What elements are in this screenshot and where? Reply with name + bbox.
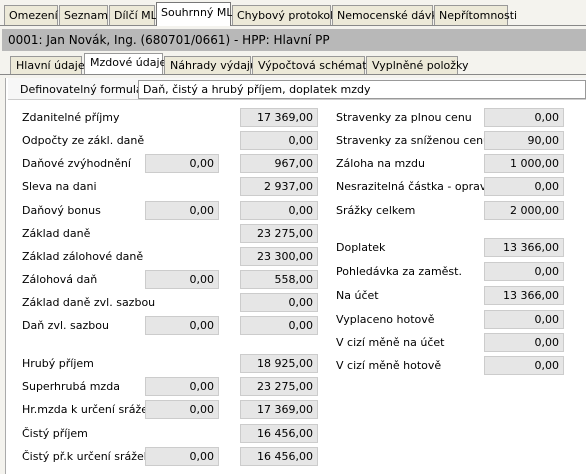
subtab[interactable]: Mzdové údaje: [84, 53, 166, 74]
tab[interactable]: Nepřítomnosti: [434, 5, 517, 25]
value-field: 17 369,00: [240, 108, 318, 127]
value-field: 13 366,00: [484, 238, 564, 257]
field-label: Čistý příjem: [22, 427, 88, 440]
value-field: 0,00: [484, 177, 564, 196]
tab[interactable]: Omezení: [4, 5, 58, 25]
subtab[interactable]: Náhrady výdajů: [164, 56, 257, 74]
tab[interactable]: Nemocenské dávky: [332, 5, 444, 25]
field-label: Daň zvl. sazbou: [22, 319, 109, 332]
field-label: Základ daně zvl. sazbou: [22, 296, 156, 309]
field-label: Základ daně: [22, 227, 91, 240]
value-field: 0,00: [145, 377, 219, 396]
field-label: V cizí měně na účet: [336, 336, 445, 349]
value-field: 0,00: [484, 333, 564, 352]
value-field: 23 300,00: [240, 247, 318, 266]
value-field: 0,00: [484, 108, 564, 127]
value-field: 1 000,00: [484, 154, 564, 173]
header-bar: 0001: Jan Novák, Ing. (680701/0661) - HP…: [2, 29, 586, 51]
field-label: Odpočty ze zákl. daně: [22, 134, 145, 147]
field-label: Doplatek: [336, 241, 386, 254]
value-field: 18 925,00: [240, 354, 318, 373]
subtab[interactable]: Výpočtová schémata: [252, 56, 373, 74]
value-field: 23 275,00: [240, 224, 318, 243]
field-label: Hr.mzda k určení srážek: [22, 403, 155, 416]
value-field: 0,00: [145, 316, 219, 335]
value-field: 90,00: [484, 131, 564, 150]
value-field: 17 369,00: [240, 400, 318, 419]
value-field: 0,00: [240, 293, 318, 312]
value-field: 0,00: [484, 262, 564, 281]
value-field: 0,00: [145, 154, 219, 173]
value-field: 16 456,00: [240, 424, 318, 443]
subtab-line: [0, 74, 586, 75]
value-field: 16 456,00: [240, 447, 318, 466]
value-field: 0,00: [240, 316, 318, 335]
value-field: 0,00: [145, 201, 219, 220]
field-label: Pohledávka za zaměst.: [336, 265, 462, 278]
field-label: Sleva na dani: [22, 180, 97, 193]
value-field: 0,00: [484, 356, 564, 375]
value-field: 13 366,00: [484, 286, 564, 305]
value-field: 967,00: [240, 154, 318, 173]
value-field: 0,00: [145, 447, 219, 466]
value-field: 0,00: [240, 201, 318, 220]
tab[interactable]: Souhrnný ML: [156, 2, 233, 26]
value-field: 23 275,00: [240, 377, 318, 396]
field-label: Základ zálohové daně: [22, 250, 144, 263]
value-field: 0,00: [240, 131, 318, 150]
value-field: 0,00: [484, 310, 564, 329]
form-label: Definovatelný formulář:: [20, 83, 151, 96]
field-label: Hrubý příjem: [22, 357, 94, 370]
tab[interactable]: Chybový protokol: [232, 5, 333, 25]
field-label: Stravenky za plnou cenu: [336, 111, 472, 124]
field-label: V cizí měně hotově: [336, 359, 442, 372]
tab[interactable]: Dílčí ML: [109, 5, 157, 25]
field-label: Zálohová daň: [22, 273, 98, 286]
field-label: Zdanitelné příjmy: [22, 111, 120, 124]
field-label: Vyplaceno hotově: [336, 313, 435, 326]
tab-line: [0, 25, 586, 26]
value-field: 2 000,00: [484, 201, 564, 220]
field-label: Daňový bonus: [22, 204, 101, 217]
field-label: Záloha na mzdu: [336, 157, 425, 170]
tab[interactable]: Seznam: [59, 5, 108, 25]
value-field: 0,00: [145, 400, 219, 419]
value-field: 2 937,00: [240, 177, 318, 196]
value-field: 0,00: [145, 270, 219, 289]
field-label: Čistý př.k určení srážek: [22, 450, 151, 463]
form-select[interactable]: Daň, čistý a hrubý příjem, doplatek mzdy: [138, 80, 586, 99]
field-label: Nesrazitelná částka - oprava: [336, 180, 494, 193]
subtab[interactable]: Hlavní údaje: [10, 56, 85, 74]
field-label: Superhrubá mzda: [22, 380, 120, 393]
field-label: Stravenky za sníženou cenu: [336, 134, 491, 147]
field-label: Srážky celkem: [336, 204, 416, 217]
value-field: 558,00: [240, 270, 318, 289]
field-label: Na účet: [336, 289, 379, 302]
subtab[interactable]: Vyplněné položky: [366, 56, 469, 74]
field-label: Daňové zvýhodnění: [22, 157, 131, 170]
